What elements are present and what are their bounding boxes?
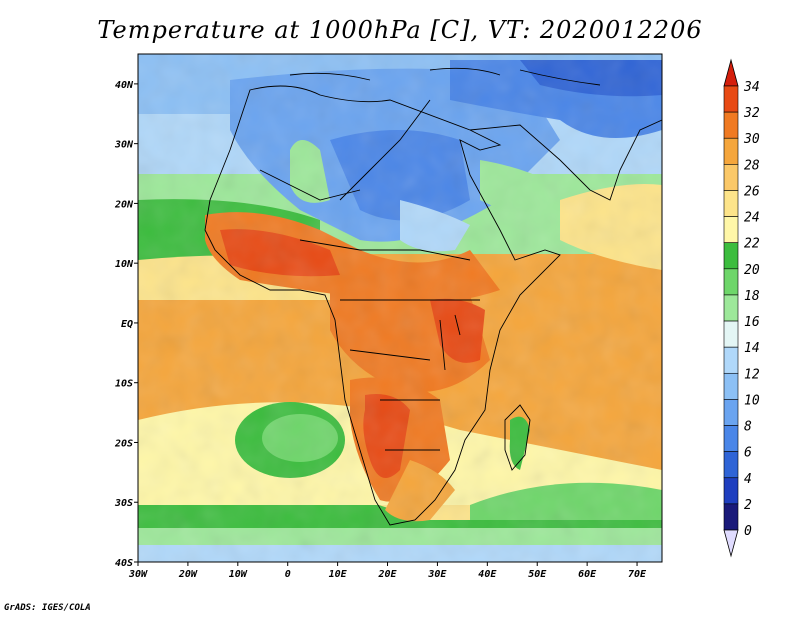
- lon-label: 60E: [578, 569, 597, 580]
- colorbar-label: 28: [744, 158, 760, 173]
- lat-label: 30N: [114, 140, 134, 151]
- colorbar-swatch: [723, 477, 739, 505]
- colorbar-swatch: [723, 85, 739, 113]
- lon-label: 0: [285, 569, 291, 580]
- lon-label: 10E: [329, 569, 348, 580]
- colorbar-swatch: [723, 268, 739, 296]
- lat-label: EQ: [121, 319, 133, 330]
- colorbar-swatch: [723, 399, 739, 426]
- colorbar-label: 4: [744, 472, 752, 487]
- colorbar-label: 30: [743, 132, 760, 147]
- colorbar-swatch: [723, 111, 739, 139]
- lon-label: 10W: [229, 569, 248, 580]
- colorbar-swatch: [723, 216, 739, 244]
- colorbar-label: 8: [744, 420, 752, 435]
- colorbar-label: 26: [744, 184, 760, 199]
- latitude-axis: 40N 30N 20N 10N EQ 10S 20S 30S 40S: [114, 80, 138, 569]
- colorbar-swatch: [723, 320, 739, 348]
- lon-label: 40E: [478, 569, 497, 580]
- colorbar-label: 32: [743, 106, 760, 121]
- lat-label: 20S: [114, 438, 133, 449]
- colorbar-label: 0: [744, 524, 752, 539]
- lon-label: 30E: [427, 569, 447, 580]
- lon-label: 20E: [377, 569, 397, 580]
- colorbar-label: 20: [744, 263, 760, 278]
- colorbar-label: 2: [744, 498, 752, 513]
- lat-label: 30S: [114, 498, 133, 509]
- colorbar-under-triangle: [723, 529, 739, 558]
- colorbar-label: 18: [744, 289, 760, 304]
- colorbar-label: 12: [744, 367, 760, 382]
- coastlines: [204, 67, 662, 526]
- plot-frame: [137, 53, 663, 563]
- colorbar-swatch: [723, 372, 739, 400]
- lon-label: 20W: [178, 569, 198, 580]
- lat-label: 20N: [114, 199, 134, 210]
- colorbar-swatch: [723, 425, 739, 452]
- colorbar-swatch: [723, 294, 739, 322]
- colorbar-label: 6: [744, 446, 752, 461]
- colorbar-swatch: [723, 164, 739, 191]
- lat-label: 40S: [115, 558, 133, 569]
- colorbar-label: 34: [743, 80, 760, 95]
- longitude-axis: 30W 20W 10W 0 10E 20E 30E 40E 50E 60E 70E: [128, 562, 647, 580]
- colorbar-swatch: [723, 346, 739, 374]
- colorbar-swatch: [723, 190, 739, 217]
- lat-label: 10N: [115, 259, 134, 270]
- colorbar-label: 22: [744, 237, 760, 252]
- colorbar-swatch: [723, 451, 739, 479]
- colorbar-swatch: [723, 242, 739, 270]
- colorbar-label: 24: [744, 211, 760, 226]
- lon-label: 30W: [128, 569, 148, 580]
- colorbar-label: 10: [744, 393, 760, 408]
- plot-title: Temperature at 1000hPa [C], VT: 20200122…: [97, 16, 703, 44]
- colorbar-label: 14: [744, 341, 760, 356]
- colorbar-swatch: [723, 137, 739, 165]
- software-credit: GrADS: IGES/COLA: [4, 603, 91, 613]
- temperature-field: [138, 54, 662, 562]
- colorbar-label: 16: [744, 315, 760, 330]
- colorbar-swatch: [723, 503, 739, 531]
- lat-label: 40N: [115, 80, 134, 91]
- lat-label: 10S: [115, 379, 133, 390]
- lon-label: 70E: [628, 569, 647, 580]
- lon-label: 50E: [528, 569, 547, 580]
- colorbar-over-triangle: [723, 58, 739, 87]
